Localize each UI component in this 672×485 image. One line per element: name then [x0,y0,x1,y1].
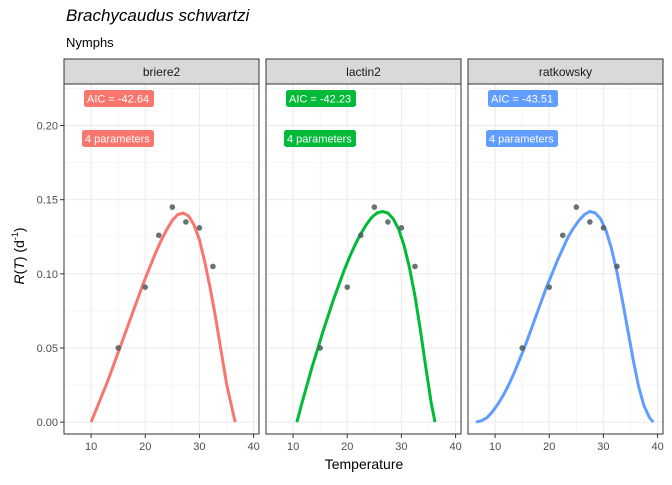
x-tick-label: 20 [139,441,151,453]
y-axis-label: R(T) (d-1) [10,227,27,284]
facet-strip [265,58,462,85]
x-tick-label: 40 [247,441,259,453]
x-tick-label: 30 [395,441,407,453]
data-point [385,219,391,225]
data-point [317,345,323,351]
data-point [398,225,405,231]
panel-border [63,83,260,435]
data-point [519,345,525,351]
aic-label: AIC = -43.51 [491,94,553,106]
y-tick-label: 0.05 [37,343,58,355]
fitted-curve-briere2 [89,211,237,423]
fitted-curve-ratkowsky [475,210,655,424]
data-point [371,204,378,210]
y-tick-label: 0.10 [37,269,58,281]
facet-panel-ratkowsky: ratkowsky AIC = -43.51 4 parameters 10 20 30 4… [467,58,664,453]
data-point [210,263,216,270]
parameters-label-box [82,130,154,147]
y-tick-label: 0.20 [37,121,58,133]
facet-panel-lactin2: lactin2 AIC = -42.23 4 parameters 10 20 30 40 [265,58,462,453]
parameters-label-box [486,130,558,147]
data-point [142,284,149,290]
x-tick-label: 30 [193,441,205,453]
data-point [600,225,607,231]
chart-subtitle: Nymphs [66,35,114,50]
parameters-label: 4 parameters [287,134,352,146]
x-tick-label: 40 [449,441,461,453]
facet-strip-label: ratkowsky [539,65,592,79]
data-point [115,345,121,351]
facet-strip [63,58,260,85]
data-point [196,225,203,231]
data-point [155,232,162,239]
x-tick-label: 10 [287,441,299,453]
x-tick-label: 40 [651,441,663,453]
y-tick-label: 0.00 [37,417,58,429]
data-point [169,204,176,210]
x-tick-label: 10 [489,441,501,453]
fitted-curve-lactin2 [295,210,437,423]
x-axis-label: Temperature [325,456,404,472]
data-point [412,263,418,270]
aic-label-box [488,90,558,107]
facet-panel-briere2: briere2 AIC = -42.64 4 parameters 10 20 30 40 [63,58,260,453]
facet-strip [467,58,664,85]
aic-label-box [286,90,356,107]
data-point [559,232,566,239]
x-tick-label: 10 [85,441,97,453]
data-point [546,284,553,290]
parameters-label: 4 parameters [489,134,554,146]
parameters-label-box [284,130,356,147]
aic-label: AIC = -42.64 [87,94,149,106]
aic-label: AIC = -42.23 [289,94,351,106]
data-point [357,232,364,239]
data-point [183,219,189,225]
parameters-label: 4 parameters [85,134,150,146]
x-tick-label: 20 [543,441,555,453]
data-point [573,204,580,210]
data-point [614,263,620,270]
data-point [344,284,351,290]
facet-strip-label: lactin2 [346,65,381,79]
chart-title: Brachycaudus schwartzi [66,6,251,25]
panel-border [265,83,462,435]
y-tick-label: 0.15 [37,195,58,207]
x-tick-label: 30 [597,441,609,453]
y-axis: 0.00 0.05 0.10 0.15 0.20 [37,121,64,429]
data-point [587,219,593,225]
panel-border [467,83,664,435]
aic-label-box [84,90,154,107]
facet-strip-label: briere2 [143,65,181,79]
x-tick-label: 20 [341,441,353,453]
